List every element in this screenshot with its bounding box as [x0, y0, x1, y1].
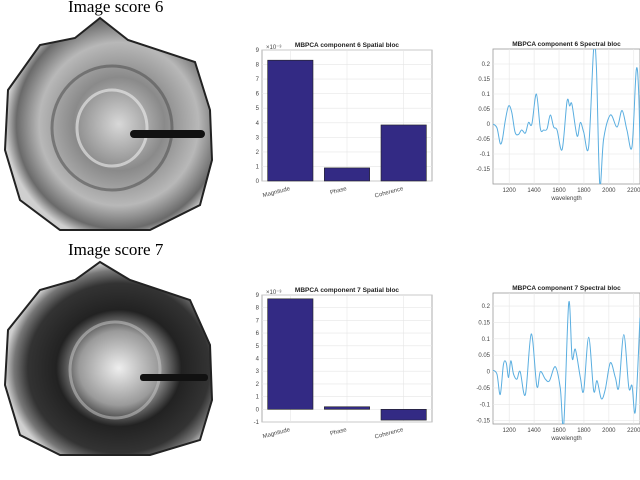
x-tick-label: 1200 [503, 188, 517, 194]
image-title-7: Image score 7 [68, 240, 164, 259]
y-tick-label: 0 [256, 179, 260, 185]
bar-coherence [380, 124, 427, 182]
y-tick-label: 6 [256, 92, 260, 98]
x-tick-label: 2000 [602, 428, 616, 434]
bar-magnitude [267, 298, 314, 410]
chart-title: MBPCA component 7 Spectral bloc [512, 285, 621, 292]
y-tick-label: 7 [256, 77, 260, 83]
y-tick-label: 3 [256, 135, 260, 141]
y-tick-label: 0.15 [478, 77, 490, 83]
y-tick-label: 5 [256, 344, 260, 350]
chart-title: MBPCA component 7 Spatial bloc [295, 287, 400, 294]
y-tick-label: 0 [487, 370, 491, 376]
y-tick-label: -0.15 [476, 419, 490, 425]
y-tick-label: -0.15 [476, 167, 490, 173]
x-tick-label: Magnitude [262, 427, 291, 440]
kernel-image-6 [3, 16, 214, 231]
x-tick-label: 1800 [577, 428, 591, 434]
y-tick-label: 4 [256, 121, 260, 127]
y-tick-label: 0 [487, 122, 491, 128]
y-tick-label: 0 [256, 407, 260, 413]
x-tick-label: 2200 [627, 188, 640, 194]
y-tick-label: -0.05 [476, 137, 490, 143]
x-tick-label: Coherence [374, 427, 405, 441]
x-tick-label: Phase [330, 427, 349, 437]
y-tick-label: 7 [256, 318, 260, 324]
y-tick-label: 8 [256, 306, 260, 312]
y-tick-label: 1 [256, 164, 260, 170]
y-tick-label: 0.2 [482, 62, 491, 68]
y-tick-label: 0.1 [482, 337, 491, 343]
y-tick-label: -0.1 [480, 402, 491, 408]
y-tick-label: 2 [256, 382, 260, 388]
y-tick-label: 3 [256, 369, 260, 375]
spectral-line [493, 301, 640, 424]
y-tick-label: 4 [256, 357, 260, 363]
x-tick-label: 1400 [527, 428, 541, 434]
chart-2: MBPCA component 7 Spatial bloc -1 0 1 2 3 4 5 6 7… [254, 287, 433, 441]
image-title-6: Image score 6 [68, 0, 164, 16]
y-tick-label: 2 [256, 150, 260, 156]
y-tick-label: 0.1 [482, 92, 491, 98]
bar-coherence [380, 408, 427, 421]
chart-0: MBPCA component 6 Spatial bloc 0 1 2 3 4 5 6 7 8 9… [256, 42, 433, 200]
x-axis-label: wavelength [550, 436, 581, 442]
y-tick-label: -0.05 [476, 386, 490, 392]
y-tick-label: -1 [254, 420, 260, 426]
x-axis-label: wavelength [550, 196, 581, 202]
exponent-label: ×10⁻³ [266, 290, 281, 296]
y-tick-label: 9 [256, 293, 260, 299]
x-tick-label: Coherence [374, 186, 405, 200]
x-tick-label: Phase [330, 186, 349, 196]
bar-phase [324, 406, 370, 410]
x-tick-label: 1800 [577, 188, 591, 194]
y-tick-label: 1 [256, 395, 260, 401]
x-tick-label: 1400 [527, 188, 541, 194]
chart-1: MBPCA component 6 Spectral bloc -0.15 -0.1… [476, 41, 640, 202]
chart-title: MBPCA component 6 Spectral bloc [512, 41, 621, 48]
kernel-image-7 [3, 260, 214, 456]
chart-3: MBPCA component 7 Spectral bloc -0.15 -0.1… [476, 285, 640, 442]
x-tick-label: 1600 [552, 188, 566, 194]
x-tick-label: 2200 [627, 428, 640, 434]
y-tick-label: 9 [256, 48, 260, 54]
y-tick-label: 8 [256, 63, 260, 69]
y-tick-label: 6 [256, 331, 260, 337]
bar-phase [324, 167, 370, 182]
plot-area [492, 48, 640, 185]
chart-title: MBPCA component 6 Spatial bloc [295, 42, 400, 49]
bar-magnitude [267, 59, 314, 182]
y-tick-label: 0.05 [478, 107, 490, 113]
y-tick-label: 5 [256, 106, 260, 112]
y-tick-label: 0.05 [478, 353, 490, 359]
y-tick-label: -0.1 [480, 152, 491, 158]
x-tick-label: Magnitude [262, 186, 291, 199]
x-tick-label: 1200 [503, 428, 517, 434]
spectral-line [493, 49, 640, 184]
y-tick-label: 0.2 [482, 304, 491, 310]
exponent-label: ×10⁻³ [266, 45, 281, 51]
x-tick-label: 1600 [552, 428, 566, 434]
x-tick-label: 2000 [602, 188, 616, 194]
y-tick-label: 0.15 [478, 320, 490, 326]
